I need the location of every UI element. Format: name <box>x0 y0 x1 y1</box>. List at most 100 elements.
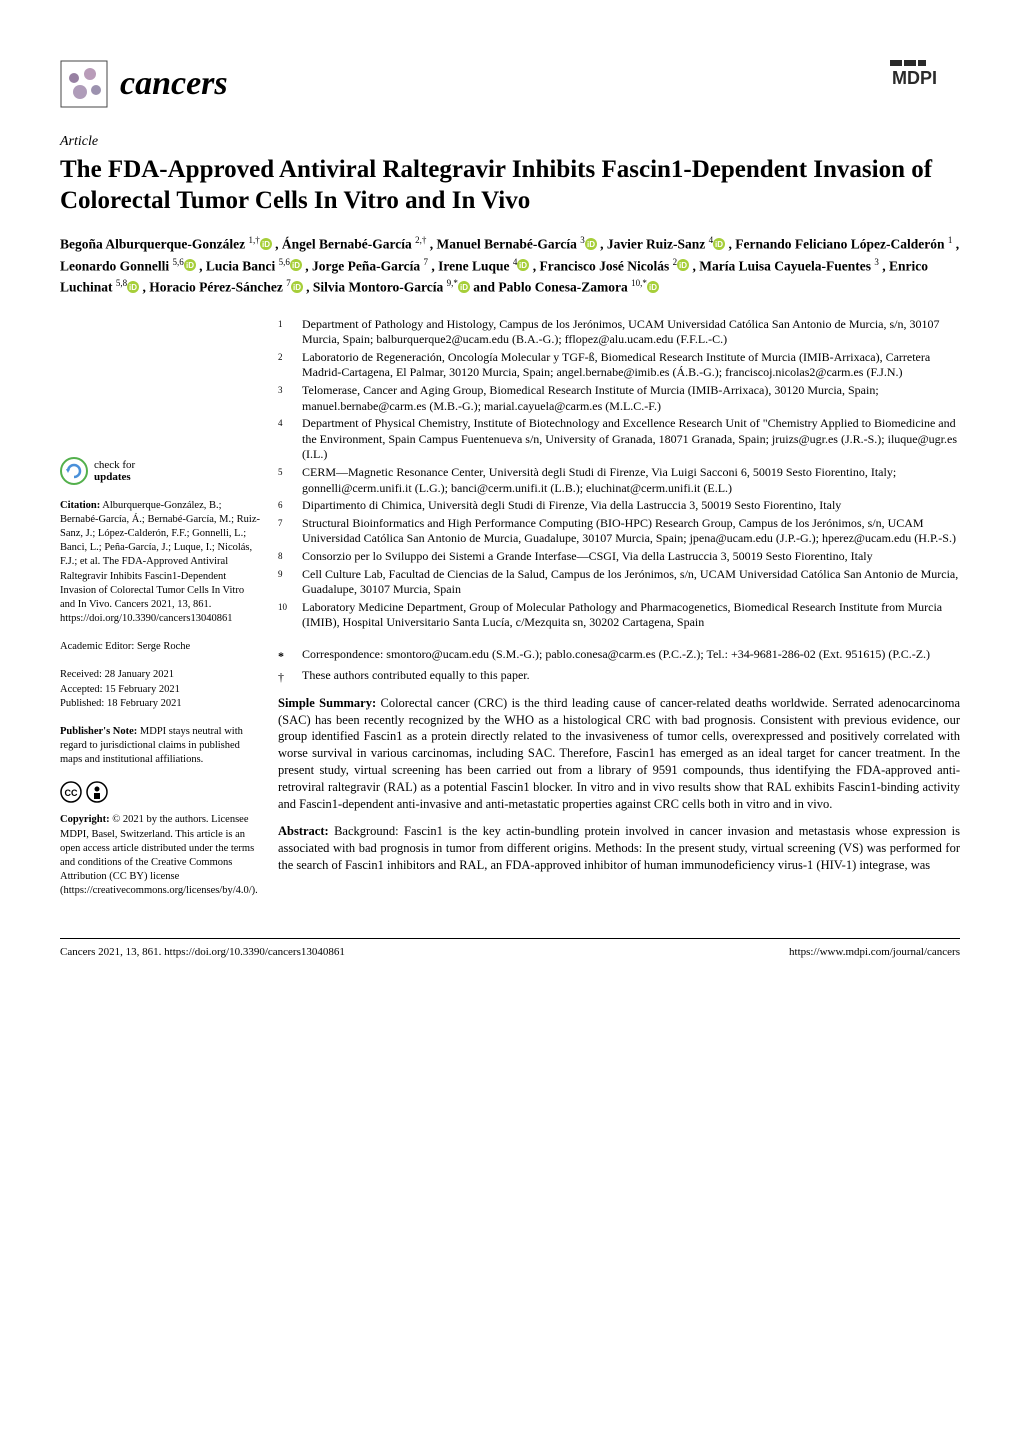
svg-text:iD: iD <box>460 283 468 292</box>
affiliation-item: 9Cell Culture Lab, Facultad de Ciencias … <box>278 567 960 598</box>
author-affil-sup: 1,† <box>249 235 260 245</box>
author: and Pablo Conesa-Zamora <box>473 280 631 295</box>
dagger-marker: † <box>278 667 290 685</box>
author: , Francisco José Nicolás <box>533 258 673 273</box>
check-updates-label: check forupdates <box>94 459 135 483</box>
journal-name: cancers <box>120 61 228 107</box>
svg-text:iD: iD <box>587 240 595 249</box>
affiliation-number: 9 <box>278 567 290 598</box>
simple-summary-label: Simple Summary: <box>278 696 376 710</box>
svg-text:iD: iD <box>679 261 687 270</box>
simple-summary-section: Simple Summary: Colorectal cancer (CRC) … <box>278 695 960 813</box>
author-affil-sup: 5,6 <box>279 257 290 267</box>
publishers-note: Publisher's Note: MDPI stays neutral wit… <box>60 725 260 768</box>
affiliation-number: 6 <box>278 498 290 514</box>
svg-text:iD: iD <box>519 261 527 270</box>
affiliation-number: 3 <box>278 383 290 414</box>
author: , Manuel Bernabé-García <box>430 237 580 252</box>
published-date: Published: 18 February 2021 <box>60 697 260 711</box>
affiliation-number: 10 <box>278 600 290 631</box>
affiliation-item: 1 Department of Pathology and Histology, … <box>278 317 960 348</box>
author: , María Luisa Cayuela-Fuentes <box>693 258 875 273</box>
author-affil-sup: 9,* <box>447 278 458 288</box>
footer-left: Cancers 2021, 13, 861. https://doi.org/1… <box>60 945 345 960</box>
affiliation-number: 1 <box>278 317 290 348</box>
orcid-icon: iD <box>458 281 470 293</box>
orcid-icon: iD <box>184 259 196 271</box>
citation-label: Citation: <box>60 500 100 511</box>
author: , Javier Ruiz-Sanz <box>600 237 709 252</box>
affiliation-text: Department of Physical Chemistry, Instit… <box>302 416 960 463</box>
correspondence-marker: * <box>278 647 290 665</box>
mdpi-logo-icon: MDPI <box>890 60 960 92</box>
check-updates-badge[interactable]: check forupdates <box>60 457 260 485</box>
article-type: Article <box>60 133 960 152</box>
affiliation-item: 6Dipartimento di Chimica, Università deg… <box>278 498 960 514</box>
affiliation-item: 7 Structural Bioinformatics and High Perf… <box>278 516 960 547</box>
by-icon <box>86 781 108 803</box>
correspondence-line: * Correspondence: smontoro@ucam.edu (S.M… <box>278 647 960 665</box>
affiliation-text: Laboratorio de Regeneración, Oncología M… <box>302 350 960 381</box>
svg-text:iD: iD <box>293 283 301 292</box>
page-footer: Cancers 2021, 13, 861. https://doi.org/1… <box>60 938 960 960</box>
affiliation-item: 2Laboratorio de Regeneración, Oncología … <box>278 350 960 381</box>
copyright-label: Copyright: <box>60 814 110 825</box>
orcid-icon: iD <box>127 281 139 293</box>
author-affil-sup: 10,* <box>631 278 647 288</box>
affiliation-number: 5 <box>278 465 290 496</box>
affiliation-item: 8 Consorzio per lo Sviluppo dei Sistemi a… <box>278 549 960 565</box>
cc-icon: CC <box>60 781 82 803</box>
academic-editor: Academic Editor: Serge Roche <box>60 640 260 654</box>
svg-text:iD: iD <box>715 240 723 249</box>
orcid-icon: iD <box>585 238 597 250</box>
main-column: 1 Department of Pathology and Histology, … <box>278 317 960 899</box>
two-column-layout: check forupdates Citation: Alburquerque-… <box>60 317 960 899</box>
author: , Horacio Pérez-Sánchez <box>143 280 287 295</box>
orcid-icon: iD <box>291 281 303 293</box>
author-affil-sup: 1 <box>948 235 953 245</box>
affiliation-number: 4 <box>278 416 290 463</box>
correspondence-text: Correspondence: smontoro@ucam.edu (S.M.-… <box>302 647 960 665</box>
abstract-text: Background: Fascin1 is the key actin-bun… <box>278 824 960 872</box>
simple-summary-text: Colorectal cancer (CRC) is the third lea… <box>278 696 960 811</box>
orcid-icon: iD <box>677 259 689 271</box>
page-header: cancers MDPI <box>60 60 960 108</box>
affiliation-text: Department of Pathology and Histology, C… <box>302 317 960 348</box>
footer-right: https://www.mdpi.com/journal/cancers <box>789 945 960 960</box>
orcid-icon: iD <box>290 259 302 271</box>
affiliation-item: 5CERM—Magnetic Resonance Center, Univers… <box>278 465 960 496</box>
affiliation-number: 7 <box>278 516 290 547</box>
date-block: Received: 28 January 2021 Accepted: 15 F… <box>60 668 260 711</box>
orcid-icon: iD <box>517 259 529 271</box>
copyright-block: Copyright: © 2021 by the authors. Licens… <box>60 813 260 898</box>
author: , Ángel Bernabé-García <box>275 237 415 252</box>
affiliation-item: 4 Department of Physical Chemistry, Insti… <box>278 416 960 463</box>
orcid-icon: iD <box>260 238 272 250</box>
pubnote-label: Publisher's Note: <box>60 726 137 737</box>
author: , Jorge Peña-García <box>305 258 423 273</box>
svg-text:iD: iD <box>186 261 194 270</box>
citation-block: Citation: Alburquerque-González, B.; Ber… <box>60 499 260 627</box>
affiliation-text: Telomerase, Cancer and Aging Group, Biom… <box>302 383 960 414</box>
author-affil-sup: 3 <box>874 257 879 267</box>
abstract-section: Abstract: Background: Fascin1 is the key… <box>278 823 960 874</box>
author: , Lucia Banci <box>199 258 279 273</box>
check-updates-icon <box>60 457 88 485</box>
author-affil-sup: 5,8 <box>116 278 127 288</box>
author-affil-sup: 7 <box>424 257 429 267</box>
author: , Fernando Feliciano López-Calderón <box>729 237 948 252</box>
author: Begoña Alburquerque-González <box>60 237 249 252</box>
received-date: Received: 28 January 2021 <box>60 668 260 682</box>
svg-text:MDPI: MDPI <box>892 68 937 88</box>
affiliation-number: 8 <box>278 549 290 565</box>
accepted-date: Accepted: 15 February 2021 <box>60 683 260 697</box>
author-affil-sup: 5,6 <box>173 257 184 267</box>
affiliation-text: Consorzio per lo Sviluppo dei Sistemi a … <box>302 549 960 565</box>
journal-brand: cancers <box>60 60 228 108</box>
affiliation-text: Structural Bioinformatics and High Perfo… <box>302 516 960 547</box>
svg-text:iD: iD <box>262 240 270 249</box>
affiliation-item: 3 Telomerase, Cancer and Aging Group, Bio… <box>278 383 960 414</box>
orcid-icon: iD <box>713 238 725 250</box>
citation-text: Alburquerque-González, B.; Bernabé-Garcí… <box>60 500 260 624</box>
article-title: The FDA-Approved Antiviral Raltegravir I… <box>60 154 960 217</box>
